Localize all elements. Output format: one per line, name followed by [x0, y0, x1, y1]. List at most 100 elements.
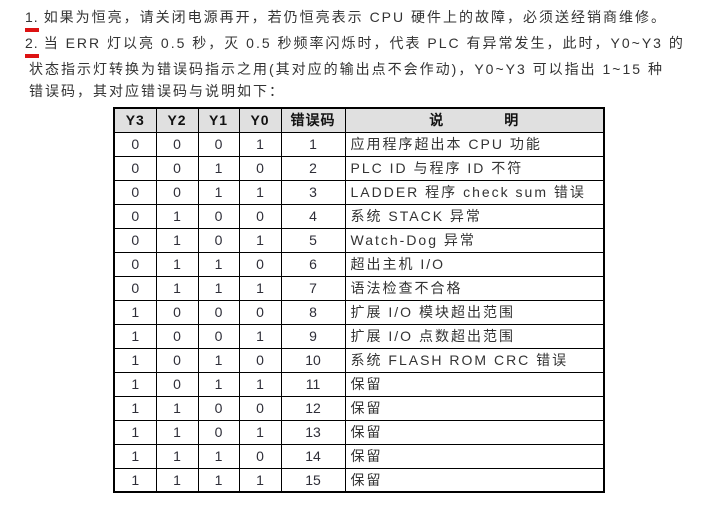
column-header-description: 说 明 [344, 107, 605, 133]
list-item-2-text-line-1: 当 ERR 灯以亮 0.5 秒，灭 0.5 秒频率闪烁时，代表 PLC 有异常发… [43, 35, 685, 51]
bit-cell: 0 [113, 179, 157, 205]
table-header-row: Y3 Y2 Y1 Y0 错误码 说 明 [113, 107, 605, 133]
error-code-cell: 2 [280, 155, 346, 181]
list-item-1-number: 1. [25, 6, 39, 32]
bit-cell: 0 [155, 131, 199, 157]
bit-cell: 0 [113, 203, 157, 229]
description-cell: 系统 FLASH ROM CRC 错误 [344, 347, 605, 373]
description-cell: 保留 [344, 467, 605, 493]
bit-cell: 1 [238, 467, 282, 493]
list-item-1-text: 如果为恒亮，请关闭电源再开，若仍恒亮表示 CPU 硬件上的故障，必须送经销商维修… [43, 9, 668, 25]
bit-cell: 0 [113, 131, 157, 157]
bit-cell: 1 [155, 419, 199, 445]
bit-cell: 1 [238, 275, 282, 301]
description-cell: 保留 [344, 371, 605, 397]
description-cell: 应用程序超出本 CPU 功能 [344, 131, 605, 157]
bit-cell: 0 [238, 299, 282, 325]
bit-cell: 1 [197, 275, 240, 301]
table-row: 1 0 0 0 8 扩展 I/O 模块超出范围 [113, 299, 605, 325]
bit-cell: 1 [113, 395, 157, 421]
error-code-cell: 8 [280, 299, 346, 325]
bit-cell: 1 [113, 299, 157, 325]
bit-cell: 0 [113, 275, 157, 301]
bit-cell: 1 [113, 323, 157, 349]
bit-cell: 1 [197, 251, 240, 277]
bit-cell: 0 [238, 347, 282, 373]
description-cell: 扩展 I/O 点数超出范围 [344, 323, 605, 349]
bit-cell: 1 [197, 179, 240, 205]
table-row: 1 0 1 0 10 系统 FLASH ROM CRC 错误 [113, 347, 605, 373]
table-row: 1 1 1 0 14 保留 [113, 443, 605, 469]
error-code-cell: 14 [280, 443, 346, 469]
description-cell: LADDER 程序 check sum 错误 [344, 179, 605, 205]
bit-cell: 0 [197, 131, 240, 157]
bit-cell: 1 [197, 443, 240, 469]
table-row: 1 1 0 1 13 保留 [113, 419, 605, 445]
bit-cell: 0 [238, 443, 282, 469]
error-code-cell: 13 [280, 419, 346, 445]
bit-cell: 1 [238, 419, 282, 445]
error-code-cell: 15 [280, 467, 346, 493]
bit-cell: 1 [197, 467, 240, 493]
error-code-cell: 10 [280, 347, 346, 373]
bit-cell: 0 [155, 371, 199, 397]
bit-cell: 0 [197, 299, 240, 325]
error-code-cell: 7 [280, 275, 346, 301]
table-row: 1 0 1 1 11 保留 [113, 371, 605, 397]
bit-cell: 0 [238, 203, 282, 229]
bit-cell: 1 [155, 203, 199, 229]
table-row: 0 1 0 0 4 系统 STACK 异常 [113, 203, 605, 229]
bit-cell: 0 [155, 323, 199, 349]
error-code-cell: 4 [280, 203, 346, 229]
list-item-2-text-line-3: 错误码，其对应错误码与说明如下： [29, 83, 285, 99]
table-row: 0 1 1 1 7 语法检查不合格 [113, 275, 605, 301]
bit-cell: 1 [197, 347, 240, 373]
bit-cell: 0 [155, 179, 199, 205]
description-cell: 扩展 I/O 模块超出范围 [344, 299, 605, 325]
bit-cell: 0 [238, 155, 282, 181]
bit-cell: 0 [197, 203, 240, 229]
bit-cell: 0 [197, 227, 240, 253]
description-cell: 超出主机 I/O [344, 251, 605, 277]
table-row: 1 0 0 1 9 扩展 I/O 点数超出范围 [113, 323, 605, 349]
bit-cell: 1 [155, 467, 199, 493]
bit-cell: 0 [155, 299, 199, 325]
bit-cell: 1 [197, 155, 240, 181]
list-item-2-number: 2. [25, 32, 39, 58]
bit-cell: 1 [238, 323, 282, 349]
description-cell: 系统 STACK 异常 [344, 203, 605, 229]
description-cell: PLC ID 与程序 ID 不符 [344, 155, 605, 181]
bit-cell: 0 [113, 227, 157, 253]
bit-cell: 1 [197, 371, 240, 397]
column-header-error-code: 错误码 [280, 107, 346, 133]
error-code-cell: 6 [280, 251, 346, 277]
bit-cell: 1 [113, 443, 157, 469]
bit-cell: 1 [113, 371, 157, 397]
table-row: 1 1 1 1 15 保留 [113, 467, 605, 493]
bit-cell: 1 [113, 467, 157, 493]
bit-cell: 1 [113, 419, 157, 445]
table-row: 0 1 1 0 6 超出主机 I/O [113, 251, 605, 277]
bit-cell: 1 [155, 251, 199, 277]
error-code-cell: 9 [280, 323, 346, 349]
error-code-table: Y3 Y2 Y1 Y0 错误码 说 明 0 0 0 1 1 应用程序超出本 CPU 功能 0… [113, 107, 605, 493]
bit-cell: 0 [238, 251, 282, 277]
list-item-2: 2. 当 ERR 灯以亮 0.5 秒，灭 0.5 秒频率闪烁时，代表 PLC 有异… [25, 32, 715, 58]
table-row: 0 0 1 1 3 LADDER 程序 check sum 错误 [113, 179, 605, 205]
document-text-block: 1. 如果为恒亮，请关闭电源再开，若仍恒亮表示 CPU 硬件上的故障，必须送经销商… [25, 6, 715, 102]
bit-cell: 1 [155, 227, 199, 253]
bit-cell: 1 [113, 347, 157, 373]
table-row: 1 1 0 0 12 保留 [113, 395, 605, 421]
table-row: 0 0 0 1 1 应用程序超出本 CPU 功能 [113, 131, 605, 157]
bit-cell: 0 [197, 419, 240, 445]
bit-cell: 0 [197, 395, 240, 421]
bit-cell: 0 [155, 347, 199, 373]
column-header-y0: Y0 [238, 107, 282, 133]
bit-cell: 0 [238, 395, 282, 421]
bit-cell: 1 [238, 131, 282, 157]
bit-cell: 0 [113, 251, 157, 277]
error-code-cell: 1 [280, 131, 346, 157]
error-code-cell: 12 [280, 395, 346, 421]
list-item-2-text-line-2: 状态指示灯转换为错误码指示之用(其对应的输出点不会作动)，Y0~Y3 可以指出 … [29, 61, 664, 77]
bit-cell: 1 [155, 275, 199, 301]
